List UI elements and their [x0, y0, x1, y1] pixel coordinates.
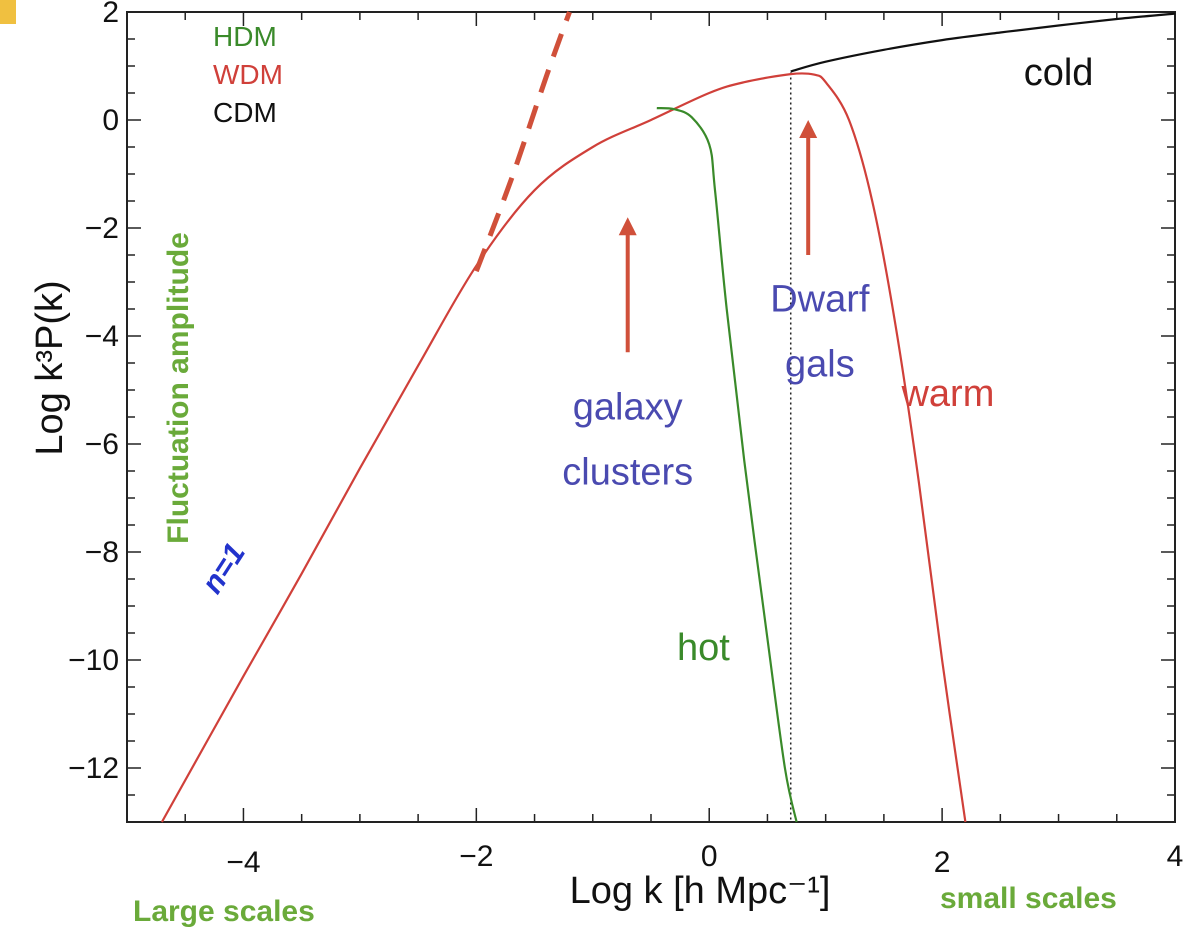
y-axis-title: Log k³P(k): [29, 280, 71, 455]
y-tick-labels: 2 0 −2 −4 −6 −8 −10 −12: [68, 0, 119, 785]
arrow-head: [799, 120, 818, 138]
annotation-layer: cold warm hot Dwarf gals galaxy clusters n=1: [196, 52, 1094, 669]
series-n-1-line: [473, 11, 572, 273]
y-tick-label: 2: [102, 0, 119, 29]
series-hdm-line: [656, 107, 798, 823]
x-tick-label: −4: [226, 846, 260, 879]
legend: HDM WDM CDM: [213, 21, 283, 128]
corner-mark: [0, 0, 16, 24]
x-tick-label: 4: [1167, 840, 1184, 873]
x-axis-title: Log k [h Mpc⁻¹]: [570, 870, 831, 912]
annotation-warm: warm: [900, 373, 994, 415]
annotation-galaxy1: galaxy: [573, 387, 683, 429]
arrow-layer: [618, 120, 818, 353]
small-scales-label: small scales: [940, 882, 1117, 915]
y-tick-label: 0: [102, 104, 119, 137]
x-tick-labels: −4 −2 0 2 4: [226, 840, 1183, 879]
annotation-galaxy2: clusters: [562, 452, 693, 494]
x-tick-label: −2: [459, 840, 493, 873]
fluctuation-amplitude-label: Fluctuation amplitude: [162, 232, 195, 544]
arrow-head: [618, 217, 637, 236]
legend-entry-cdm: CDM: [213, 97, 277, 128]
y-tick-label: −6: [85, 428, 119, 461]
y-tick-label: −12: [68, 752, 119, 785]
annotation-dwarf1: Dwarf: [770, 279, 870, 321]
x-tick-label: 0: [701, 840, 718, 873]
series-wdm-line: [160, 72, 967, 823]
annotation-hot: hot: [677, 627, 730, 669]
x-tick-label: 2: [934, 846, 951, 879]
series-layer: [160, 11, 1176, 823]
legend-entry-wdm: WDM: [213, 59, 283, 90]
y-tick-label: −8: [85, 536, 119, 569]
large-scales-label: Large scales: [133, 895, 315, 928]
annotation-dwarf2: gals: [785, 344, 855, 386]
legend-entry-hdm: HDM: [213, 21, 277, 52]
y-tick-label: −10: [68, 644, 119, 677]
series-cdm-line: [790, 12, 1176, 73]
axis-ticks: [126, 11, 1176, 823]
annotation-n1: n=1: [196, 537, 252, 599]
y-tick-label: −4: [85, 320, 119, 353]
annotation-cold: cold: [1024, 52, 1094, 94]
y-tick-label: −2: [85, 212, 119, 245]
